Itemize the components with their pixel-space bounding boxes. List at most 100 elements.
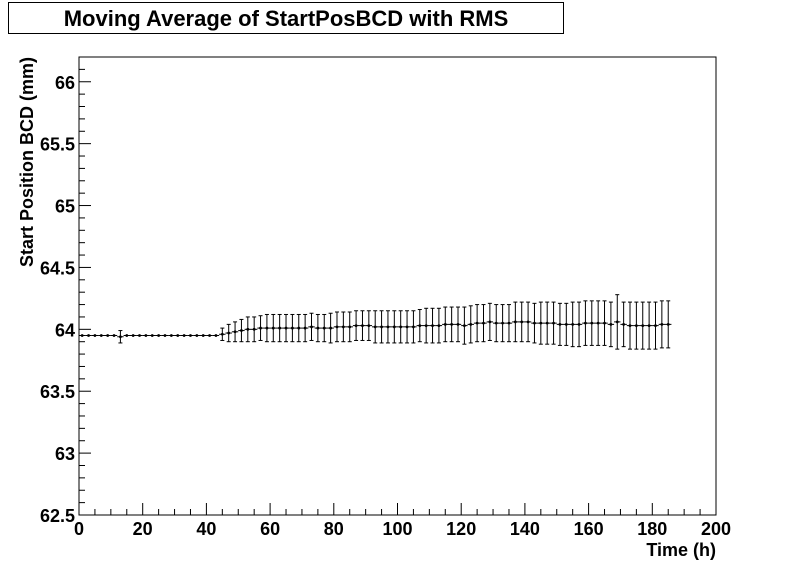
data-point: [169, 334, 173, 337]
data-point: [558, 322, 562, 326]
x-tick-label: 80: [324, 519, 344, 539]
data-point: [513, 320, 517, 324]
x-tick-label: 200: [701, 519, 731, 539]
data-point: [99, 334, 103, 337]
data-point: [431, 324, 434, 328]
axis-ticks: [78, 56, 717, 516]
data-series: [78, 294, 672, 350]
data-point: [246, 327, 250, 331]
data-point: [252, 327, 256, 331]
y-tick-label: 64.5: [40, 258, 75, 278]
data-point: [240, 329, 243, 332]
data-point: [341, 325, 345, 329]
y-axis-title: Start Position BCD (mm): [17, 57, 37, 267]
data-point: [354, 324, 358, 328]
x-tick-label: 20: [133, 519, 153, 539]
data-point: [106, 334, 110, 337]
data-point: [201, 334, 205, 337]
y-tick-label: 62.5: [40, 506, 75, 526]
data-point: [163, 334, 167, 337]
data-point: [443, 322, 447, 326]
x-tick-labels: 0 20 40 60 80 100 120 140 160 180 200: [74, 519, 731, 539]
data-point: [603, 321, 606, 325]
data-point: [182, 334, 186, 337]
data-point: [284, 326, 288, 330]
data-point: [564, 322, 568, 326]
x-axis-title: Time (h): [646, 540, 716, 560]
plot-frame: [78, 56, 717, 516]
data-point: [386, 325, 390, 329]
data-point: [488, 320, 492, 324]
data-point: [80, 334, 84, 337]
data-point: [545, 321, 549, 325]
data-point: [93, 334, 97, 337]
data-point: [501, 321, 505, 325]
data-point: [482, 321, 485, 325]
data-point: [335, 325, 339, 329]
y-tick-label: 65: [55, 197, 75, 217]
data-point: [310, 325, 313, 329]
data-point: [208, 334, 211, 337]
y-tick-label: 64: [55, 320, 75, 340]
data-point: [278, 326, 282, 330]
x-tick-label: 160: [574, 519, 604, 539]
data-point: [641, 324, 645, 328]
data-point: [634, 324, 638, 328]
data-point: [520, 320, 524, 324]
x-tick-label: 0: [74, 519, 84, 539]
y-tick-labels: 62.5 63 63.5 64 64.5 65 65.5 66: [40, 73, 75, 526]
data-point: [654, 324, 657, 328]
data-point: [373, 325, 377, 329]
data-point: [628, 324, 632, 328]
data-point: [157, 334, 161, 337]
data-point: [507, 321, 511, 325]
data-point: [539, 321, 543, 325]
data-point: [533, 321, 536, 325]
data-point: [577, 322, 581, 326]
data-point: [290, 326, 294, 330]
data-point: [399, 325, 403, 329]
data-point: [526, 320, 530, 324]
y-tick-label: 66: [55, 73, 75, 93]
data-point: [227, 331, 231, 335]
data-point: [271, 326, 275, 330]
data-point: [361, 324, 364, 328]
data-point: [322, 326, 326, 330]
data-point: [119, 335, 122, 339]
data-point: [138, 334, 141, 337]
data-point: [552, 321, 555, 325]
x-tick-label: 180: [637, 519, 667, 539]
data-point: [392, 325, 396, 329]
y-tick-label: 65.5: [40, 135, 75, 155]
data-point: [220, 332, 224, 336]
data-point: [87, 334, 90, 337]
data-point: [265, 326, 269, 330]
data-point: [615, 320, 619, 324]
data-point: [214, 334, 218, 337]
data-point: [596, 321, 600, 325]
data-point: [647, 324, 651, 328]
chart-title: Moving Average of StartPosBCD with RMS: [63, 6, 509, 31]
data-point: [424, 324, 428, 328]
x-tick-label: 40: [196, 519, 216, 539]
data-point: [475, 321, 479, 325]
data-point: [462, 324, 466, 328]
data-point: [660, 322, 664, 326]
data-point: [131, 334, 135, 337]
data-point: [450, 322, 454, 326]
data-point: [125, 334, 129, 337]
x-tick-label: 140: [510, 519, 540, 539]
data-point: [189, 334, 192, 337]
data-point: [195, 334, 199, 337]
x-tick-label: 60: [260, 519, 280, 539]
data-point: [303, 326, 307, 330]
x-tick-label: 100: [382, 519, 412, 539]
data-point: [329, 326, 333, 330]
data-point: [571, 322, 575, 326]
data-point: [380, 325, 383, 329]
data-point: [622, 322, 626, 326]
data-point: [176, 334, 180, 337]
data-point: [367, 324, 371, 328]
y-tick-label: 63: [55, 444, 75, 464]
